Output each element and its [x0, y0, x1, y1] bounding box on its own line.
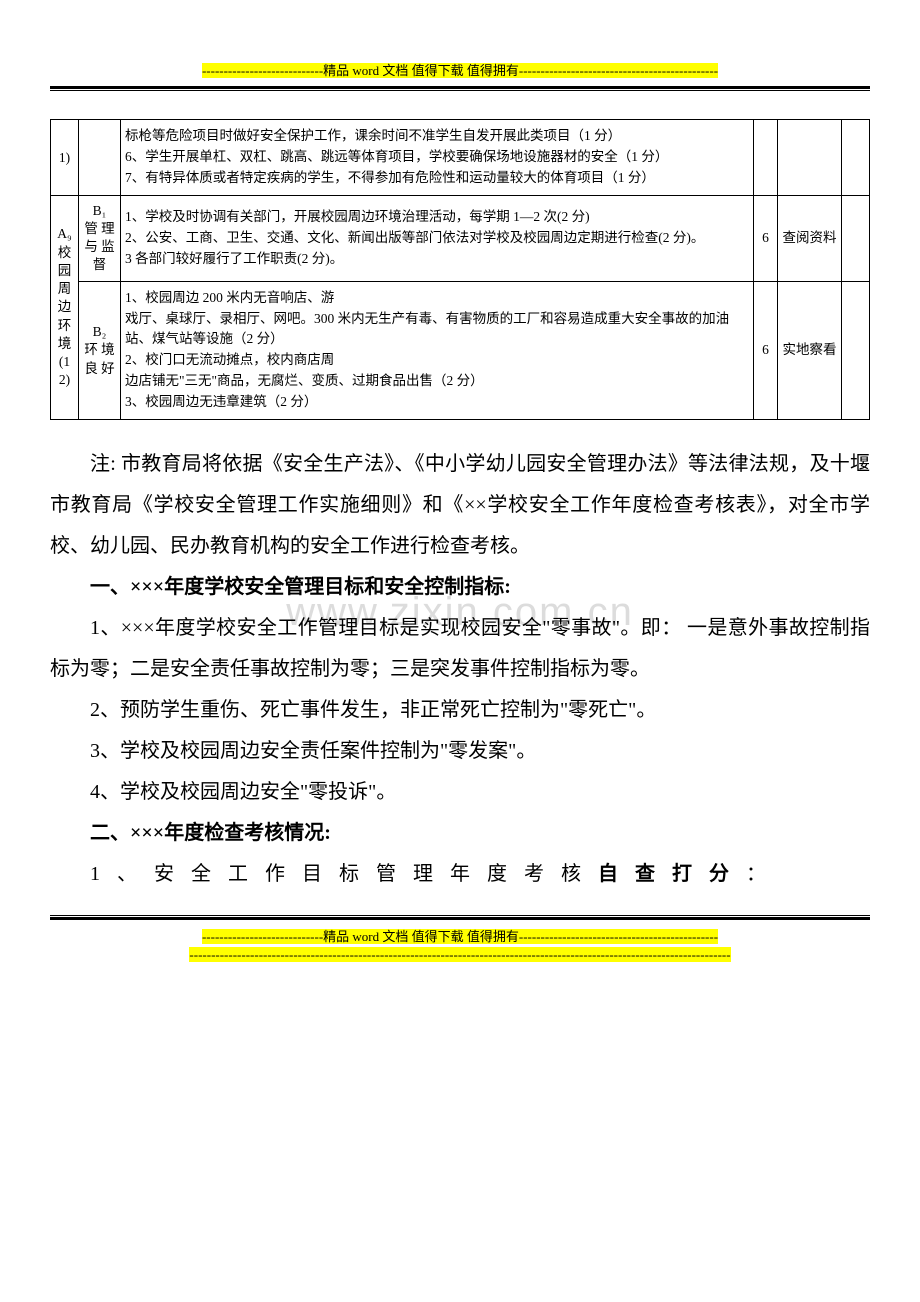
cell-c1: 标枪等危险项目时做好安全保护工作，课余时间不准学生自发开展此类项目（1 分） 6…	[121, 120, 754, 196]
cell-d1	[754, 120, 778, 196]
cell-d3: 6	[754, 281, 778, 420]
footer-text-2: ----------------------------------------…	[189, 947, 730, 962]
cell-e3: 实地察看	[778, 281, 842, 420]
note-paragraph: 注: 市教育局将依据《安全生产法》、《中小学幼儿园安全管理办法》等法律法规，及十…	[50, 444, 870, 567]
cell-a1: 1)	[51, 120, 79, 196]
footer-line-1: ----------------------------精品 word 文档 值…	[50, 926, 870, 946]
cell-c3: 1、校园周边 200 米内无音响店、游 戏厅、桌球厅、录相厅、网吧。300 米内…	[121, 281, 754, 420]
bottom-double-rule	[50, 915, 870, 920]
p6-part-c: ：	[735, 863, 772, 885]
section-heading-1: 一、×××年度学校安全管理目标和安全控制指标:	[50, 567, 870, 608]
footer-line-2: ----------------------------------------…	[50, 946, 870, 964]
cell-b3: B₂ 环 境 良 好	[79, 281, 121, 420]
cell-f1	[842, 120, 870, 196]
table-row: 1) 标枪等危险项目时做好安全保护工作，课余时间不准学生自发开展此类项目（1 分…	[51, 120, 870, 196]
paragraph: 2、预防学生重伤、死亡事件发生，非正常死亡控制为"零死亡"。	[50, 690, 870, 731]
cell-d2: 6	[754, 195, 778, 281]
header-banner: ----------------------------精品 word 文档 值…	[50, 60, 870, 80]
cell-c2: 1、学校及时协调有关部门，开展校园周边环境治理活动，每学期 1—2 次(2 分)…	[121, 195, 754, 281]
section-heading-2: 二、×××年度检查考核情况:	[50, 813, 870, 854]
cell-e1	[778, 120, 842, 196]
table-row: A₉ 校 园 周 边 环 境 (1 2) B₁ 管 理 与 监 督 1、学校及时…	[51, 195, 870, 281]
p6-part-a: 1 、 安 全 工 作 目 标 管 理 年 度 考 核	[90, 863, 598, 885]
cell-e2: 查阅资料	[778, 195, 842, 281]
cell-b1	[79, 120, 121, 196]
footer-text-1: ----------------------------精品 word 文档 值…	[202, 929, 718, 944]
cell-f2	[842, 195, 870, 281]
cell-f3	[842, 281, 870, 420]
paragraph: 1 、 安 全 工 作 目 标 管 理 年 度 考 核 自 查 打 分 ：	[50, 854, 870, 895]
paragraph: 1、×××年度学校安全工作管理目标是实现校园安全"零事故"。即： 一是意外事故控…	[50, 608, 870, 690]
body-text: 注: 市教育局将依据《安全生产法》、《中小学幼儿园安全管理办法》等法律法规，及十…	[50, 444, 870, 895]
paragraph: 3、学校及校园周边安全责任案件控制为"零发案"。	[50, 731, 870, 772]
assessment-table: 1) 标枪等危险项目时做好安全保护工作，课余时间不准学生自发开展此类项目（1 分…	[50, 119, 870, 420]
top-double-rule	[50, 86, 870, 91]
table-row: B₂ 环 境 良 好 1、校园周边 200 米内无音响店、游 戏厅、桌球厅、录相…	[51, 281, 870, 420]
header-text: ----------------------------精品 word 文档 值…	[202, 63, 718, 78]
cell-b2: B₁ 管 理 与 监 督	[79, 195, 121, 281]
paragraph: 4、学校及校园周边安全"零投诉"。	[50, 772, 870, 813]
cell-a-group: A₉ 校 园 周 边 环 境 (1 2)	[51, 195, 79, 419]
p6-part-b: 自 查 打 分	[598, 863, 735, 885]
